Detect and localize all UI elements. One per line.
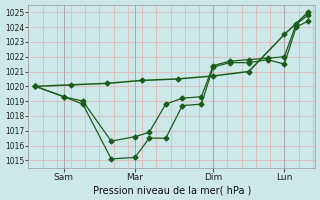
X-axis label: Pression niveau de la mer( hPa ): Pression niveau de la mer( hPa ) [92, 185, 251, 195]
